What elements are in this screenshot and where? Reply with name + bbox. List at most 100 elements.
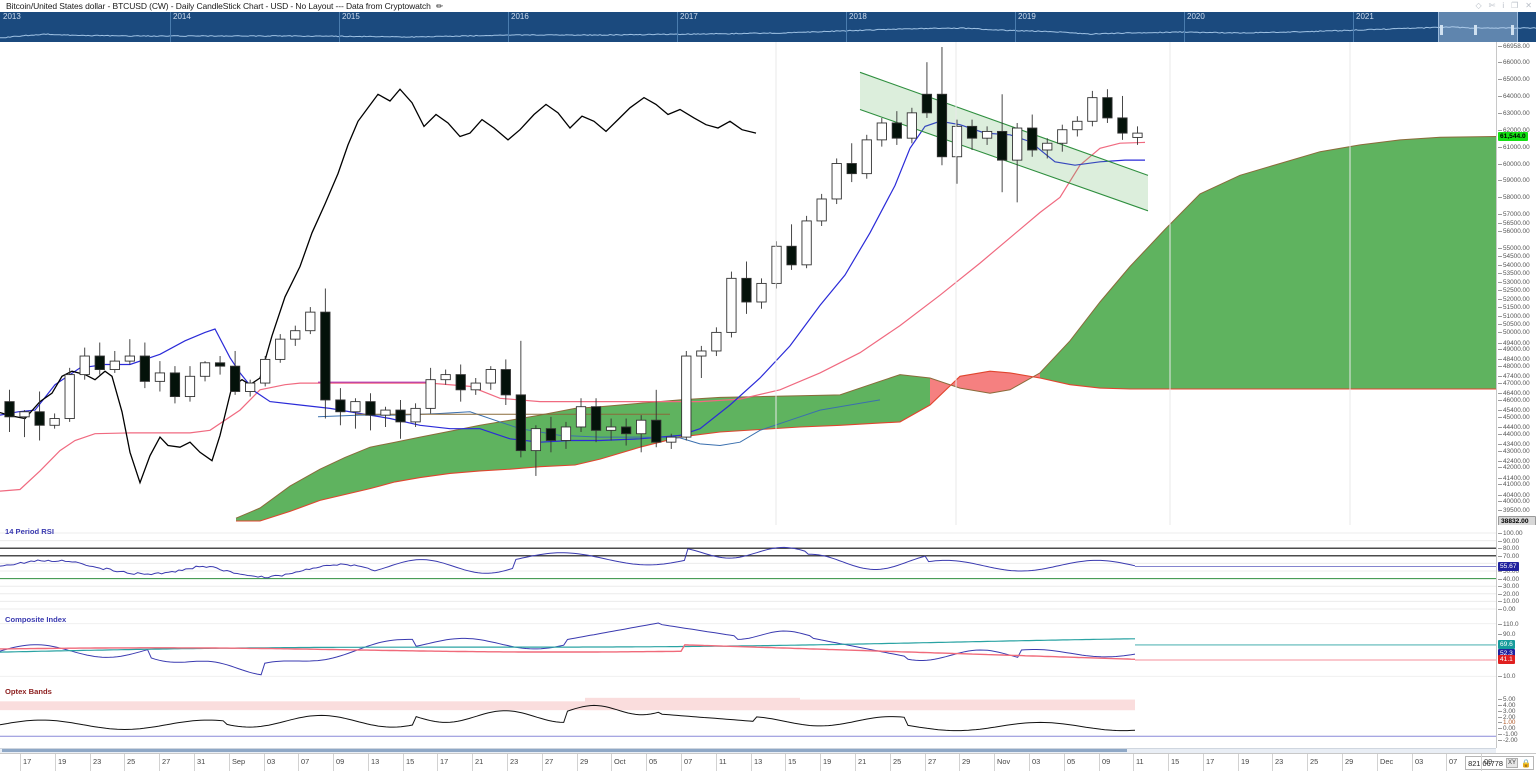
time-axis-label: 13 (371, 757, 380, 766)
price-axis-tick: 66000.00 (1497, 59, 1536, 66)
current-price-badge: 61,544.0 (1498, 132, 1528, 142)
composite-index-pane[interactable]: Composite Index (0, 613, 1496, 686)
price-axis-tick: 50000.00 (1497, 329, 1536, 336)
status-readout[interactable]: 821.06778 XY 🔒 (1465, 756, 1534, 770)
time-axis-tick (124, 754, 125, 771)
time-axis[interactable]: 821.06778 XY 🔒 17 19 23 25 27 31 Sep 03 07 09 13 15… (0, 753, 1536, 771)
optex-bands-pane[interactable]: Optex Bands (0, 685, 1496, 748)
coordinate-value: 821.06778 (1468, 758, 1504, 768)
info-icon[interactable]: i (1502, 1, 1505, 10)
time-axis-label: 23 (93, 757, 102, 766)
price-axis-tick: 57000.00 (1497, 211, 1536, 218)
time-axis-tick (1446, 754, 1447, 771)
rsi-pane[interactable]: 14 Period RSI (0, 525, 1496, 614)
time-axis-tick (820, 754, 821, 771)
navigator-handle[interactable] (1511, 25, 1514, 35)
optex-axis-tick: 0.00 (1497, 725, 1536, 732)
navigator-year-label: 2013 (3, 12, 21, 21)
navigator-year-label: 2015 (342, 12, 360, 21)
time-axis-tick (716, 754, 717, 771)
time-axis-tick (1099, 754, 1100, 771)
time-axis-label: 19 (1241, 757, 1250, 766)
rsi-axis-tick: 70.00 (1497, 553, 1536, 560)
composite-index-axis[interactable]: 110.0 90.0 10.0 69.6 52.3 41.1 (1496, 613, 1536, 685)
composite-blue-badge: 52.3 (1498, 649, 1515, 659)
optex-bands-axis[interactable]: 5.00 4.00 3.00 2.00 1.00 0.00 -1.00 -2.00 (1496, 685, 1536, 748)
optex-axis-tick: 1.00 (1497, 719, 1536, 726)
rsi-axis-tick: 90.00 (1497, 538, 1536, 545)
navigator-handle[interactable] (1474, 25, 1477, 35)
time-axis-tick (20, 754, 21, 771)
time-axis-label: 15 (788, 757, 797, 766)
price-axis-tick: 56500.00 (1497, 220, 1536, 227)
navigator-year-divider (170, 12, 171, 42)
rsi-axis-tick: 50.00 (1497, 568, 1536, 575)
time-axis-label: 19 (58, 757, 67, 766)
price-axis-tick: 46000.00 (1497, 397, 1536, 404)
rsi-axis-tick: 20.00 (1497, 591, 1536, 598)
range-navigator[interactable]: 2013 2014 2015 2016 2017 2018 2019 2020 2021 (0, 12, 1536, 42)
navigator-year-label: 2019 (1018, 12, 1036, 21)
composite-axis-tick: 90.0 (1497, 631, 1536, 638)
time-axis-tick (403, 754, 404, 771)
time-axis-tick (298, 754, 299, 771)
navigator-handle[interactable] (1440, 25, 1443, 35)
restore-icon[interactable]: ❐ (1511, 1, 1519, 10)
time-axis-tick (159, 754, 160, 771)
time-axis-tick (1168, 754, 1169, 771)
time-axis-tick (1238, 754, 1239, 771)
time-axis-tick (1342, 754, 1343, 771)
pin-icon[interactable]: ✄ (1488, 1, 1496, 10)
price-axis-tick: 65000.00 (1497, 76, 1536, 83)
lock-icon[interactable]: 🔒 (1521, 758, 1531, 768)
price-axis-tick: 63000.00 (1497, 110, 1536, 117)
navigator-year-label: 2020 (1187, 12, 1205, 21)
time-axis-label: Sep (232, 757, 246, 766)
price-axis-tick: 42000.00 (1497, 464, 1536, 471)
diamond-icon[interactable]: ◇ (1475, 1, 1482, 10)
time-axis-tick (681, 754, 682, 771)
time-axis-label: 07 (1449, 757, 1458, 766)
time-axis-tick (1203, 754, 1204, 771)
price-axis-tick: 61000.00 (1497, 144, 1536, 151)
price-chart-pane[interactable] (0, 42, 1496, 526)
time-axis-label: 11 (719, 757, 727, 766)
price-axis-tick: 60000.00 (1497, 161, 1536, 168)
time-axis-tick (229, 754, 230, 771)
price-axis-tick: 54500.00 (1497, 253, 1536, 260)
price-axis-tick: 55000.00 (1497, 245, 1536, 252)
time-axis-label: 25 (1310, 757, 1319, 766)
navigator-selection-window[interactable] (1438, 12, 1518, 42)
time-axis-tick (890, 754, 891, 771)
price-axis-tick: 48000.00 (1497, 363, 1536, 370)
price-axis-tick: 59000.00 (1497, 177, 1536, 184)
time-axis-tick (577, 754, 578, 771)
navigator-year-divider (508, 12, 509, 42)
time-axis-tick (1412, 754, 1413, 771)
time-axis-label: 15 (1171, 757, 1180, 766)
navigator-year-divider (1015, 12, 1016, 42)
time-axis-label: 17 (440, 757, 449, 766)
time-axis-label: 29 (962, 757, 971, 766)
price-axis-tick: 52000.00 (1497, 296, 1536, 303)
price-axis-tick: 47400.00 (1497, 373, 1536, 380)
price-axis-tick: 43000.00 (1497, 448, 1536, 455)
xy-mode-button[interactable]: XY (1506, 758, 1519, 768)
time-axis-tick (194, 754, 195, 771)
price-axis-tick: 41400.00 (1497, 475, 1536, 482)
optex-axis-tick: 5.00 (1497, 696, 1536, 703)
rsi-axis-tick: 80.00 (1497, 545, 1536, 552)
scrollbar-thumb[interactable] (2, 749, 1127, 752)
edit-title-icon[interactable]: ✏ (436, 1, 444, 11)
title-bar: Bitcoin/United States dollar - BTCUSD (C… (0, 0, 1536, 12)
time-axis-label: 21 (858, 757, 867, 766)
price-axis-tick: 45400.00 (1497, 407, 1536, 414)
price-axis[interactable]: 66958.00 66000.00 65000.00 64000.00 63000.00… (1496, 42, 1536, 525)
navigator-year-divider (339, 12, 340, 42)
close-icon[interactable]: ✕ (1525, 1, 1532, 10)
price-axis-tick: 42400.00 (1497, 458, 1536, 465)
rsi-axis[interactable]: 100.00 90.00 80.00 70.00 50.00 40.00 30.00 20.0… (1496, 525, 1536, 613)
rsi-axis-tick: 40.00 (1497, 576, 1536, 583)
time-axis-tick (994, 754, 995, 771)
navigator-year-divider (677, 12, 678, 42)
